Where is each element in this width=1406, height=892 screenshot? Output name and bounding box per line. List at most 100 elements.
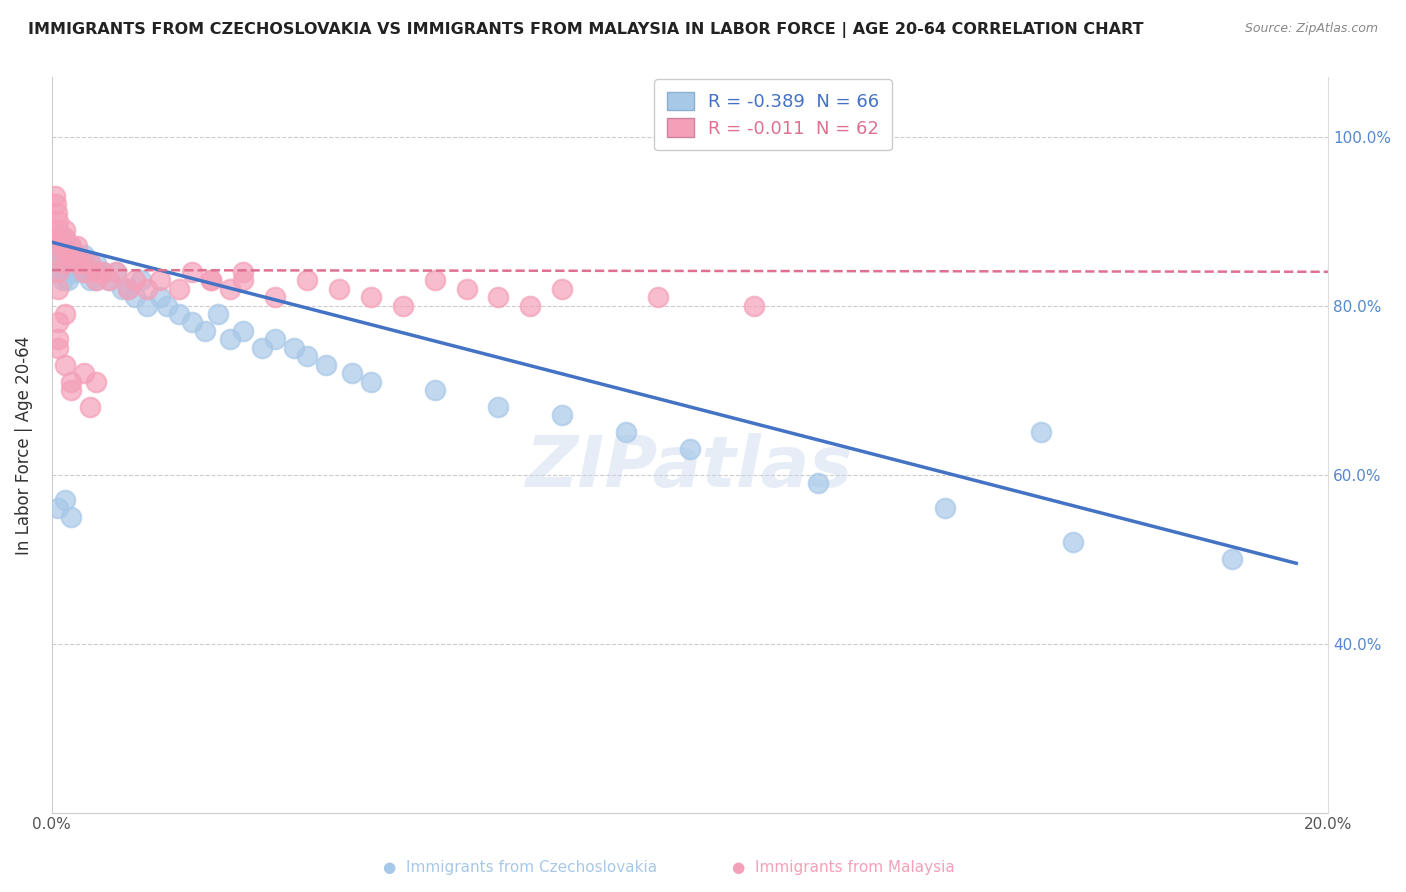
Point <box>79 273 101 287</box>
Point <box>111 282 134 296</box>
Text: Source: ZipAtlas.com: Source: ZipAtlas.com <box>1244 22 1378 36</box>
Point <box>295 349 318 363</box>
Point <box>1222 552 1244 566</box>
Point <box>63 265 86 279</box>
Point <box>59 239 82 253</box>
Point <box>232 324 254 338</box>
Point <box>73 366 96 380</box>
Point <box>679 442 702 457</box>
Point <box>59 239 82 253</box>
Point <box>360 290 382 304</box>
Point <box>73 265 96 279</box>
Point <box>86 265 108 279</box>
Point <box>200 273 222 287</box>
Point <box>46 231 69 245</box>
Point <box>98 273 121 287</box>
Point <box>45 197 67 211</box>
Point <box>315 358 337 372</box>
Point <box>79 256 101 270</box>
Point <box>86 273 108 287</box>
Point <box>181 265 204 279</box>
Point <box>124 290 146 304</box>
Point <box>46 248 69 262</box>
Point <box>264 290 287 304</box>
Point <box>73 256 96 270</box>
Point <box>136 299 159 313</box>
Point <box>194 324 217 338</box>
Point <box>423 273 446 287</box>
Point <box>49 265 72 279</box>
Point <box>149 273 172 287</box>
Point <box>46 265 69 279</box>
Point <box>252 341 274 355</box>
Point <box>53 492 76 507</box>
Point <box>86 375 108 389</box>
Point <box>46 222 69 236</box>
Point <box>283 341 305 355</box>
Point <box>73 248 96 262</box>
Text: ZIPatlas: ZIPatlas <box>526 433 853 501</box>
Text: ●  Immigrants from Malaysia: ● Immigrants from Malaysia <box>733 861 955 875</box>
Point <box>181 316 204 330</box>
Point <box>232 265 254 279</box>
Point <box>129 273 152 287</box>
Point <box>51 248 73 262</box>
Point <box>98 273 121 287</box>
Point <box>91 265 114 279</box>
Point <box>169 307 191 321</box>
Point <box>104 265 127 279</box>
Point <box>45 205 67 219</box>
Point <box>59 248 82 262</box>
Point <box>46 282 69 296</box>
Point <box>59 256 82 270</box>
Point <box>59 375 82 389</box>
Point <box>1062 535 1084 549</box>
Y-axis label: In Labor Force | Age 20-64: In Labor Force | Age 20-64 <box>15 335 32 555</box>
Point <box>46 332 69 346</box>
Point <box>488 400 510 414</box>
Point <box>46 248 69 262</box>
Point <box>79 400 101 414</box>
Point <box>200 273 222 287</box>
Point <box>551 282 574 296</box>
Point <box>264 332 287 346</box>
Point <box>51 231 73 245</box>
Point <box>219 332 242 346</box>
Text: IMMIGRANTS FROM CZECHOSLOVAKIA VS IMMIGRANTS FROM MALAYSIA IN LABOR FORCE | AGE : IMMIGRANTS FROM CZECHOSLOVAKIA VS IMMIGR… <box>28 22 1143 38</box>
Point <box>44 188 66 202</box>
Point <box>742 299 765 313</box>
Point <box>117 282 139 296</box>
Point <box>48 239 70 253</box>
Text: ●  Immigrants from Czechoslovakia: ● Immigrants from Czechoslovakia <box>384 861 657 875</box>
Point <box>51 256 73 270</box>
Point <box>647 290 669 304</box>
Point <box>806 475 828 490</box>
Point <box>46 341 69 355</box>
Point <box>53 222 76 236</box>
Point <box>46 214 69 228</box>
Point <box>66 239 89 253</box>
Point <box>53 248 76 262</box>
Point <box>48 239 70 253</box>
Point <box>52 239 75 253</box>
Point <box>56 273 79 287</box>
Point <box>69 256 91 270</box>
Point <box>66 265 89 279</box>
Point <box>53 256 76 270</box>
Legend: R = -0.389  N = 66, R = -0.011  N = 62: R = -0.389 N = 66, R = -0.011 N = 62 <box>654 79 891 151</box>
Point <box>1029 425 1052 440</box>
Point <box>86 273 108 287</box>
Point <box>124 273 146 287</box>
Point <box>46 231 69 245</box>
Point <box>46 316 69 330</box>
Point <box>488 290 510 304</box>
Point <box>66 248 89 262</box>
Point <box>614 425 637 440</box>
Point <box>55 256 77 270</box>
Point <box>207 307 229 321</box>
Point <box>79 256 101 270</box>
Point <box>104 265 127 279</box>
Point <box>340 366 363 380</box>
Point <box>53 231 76 245</box>
Point <box>391 299 413 313</box>
